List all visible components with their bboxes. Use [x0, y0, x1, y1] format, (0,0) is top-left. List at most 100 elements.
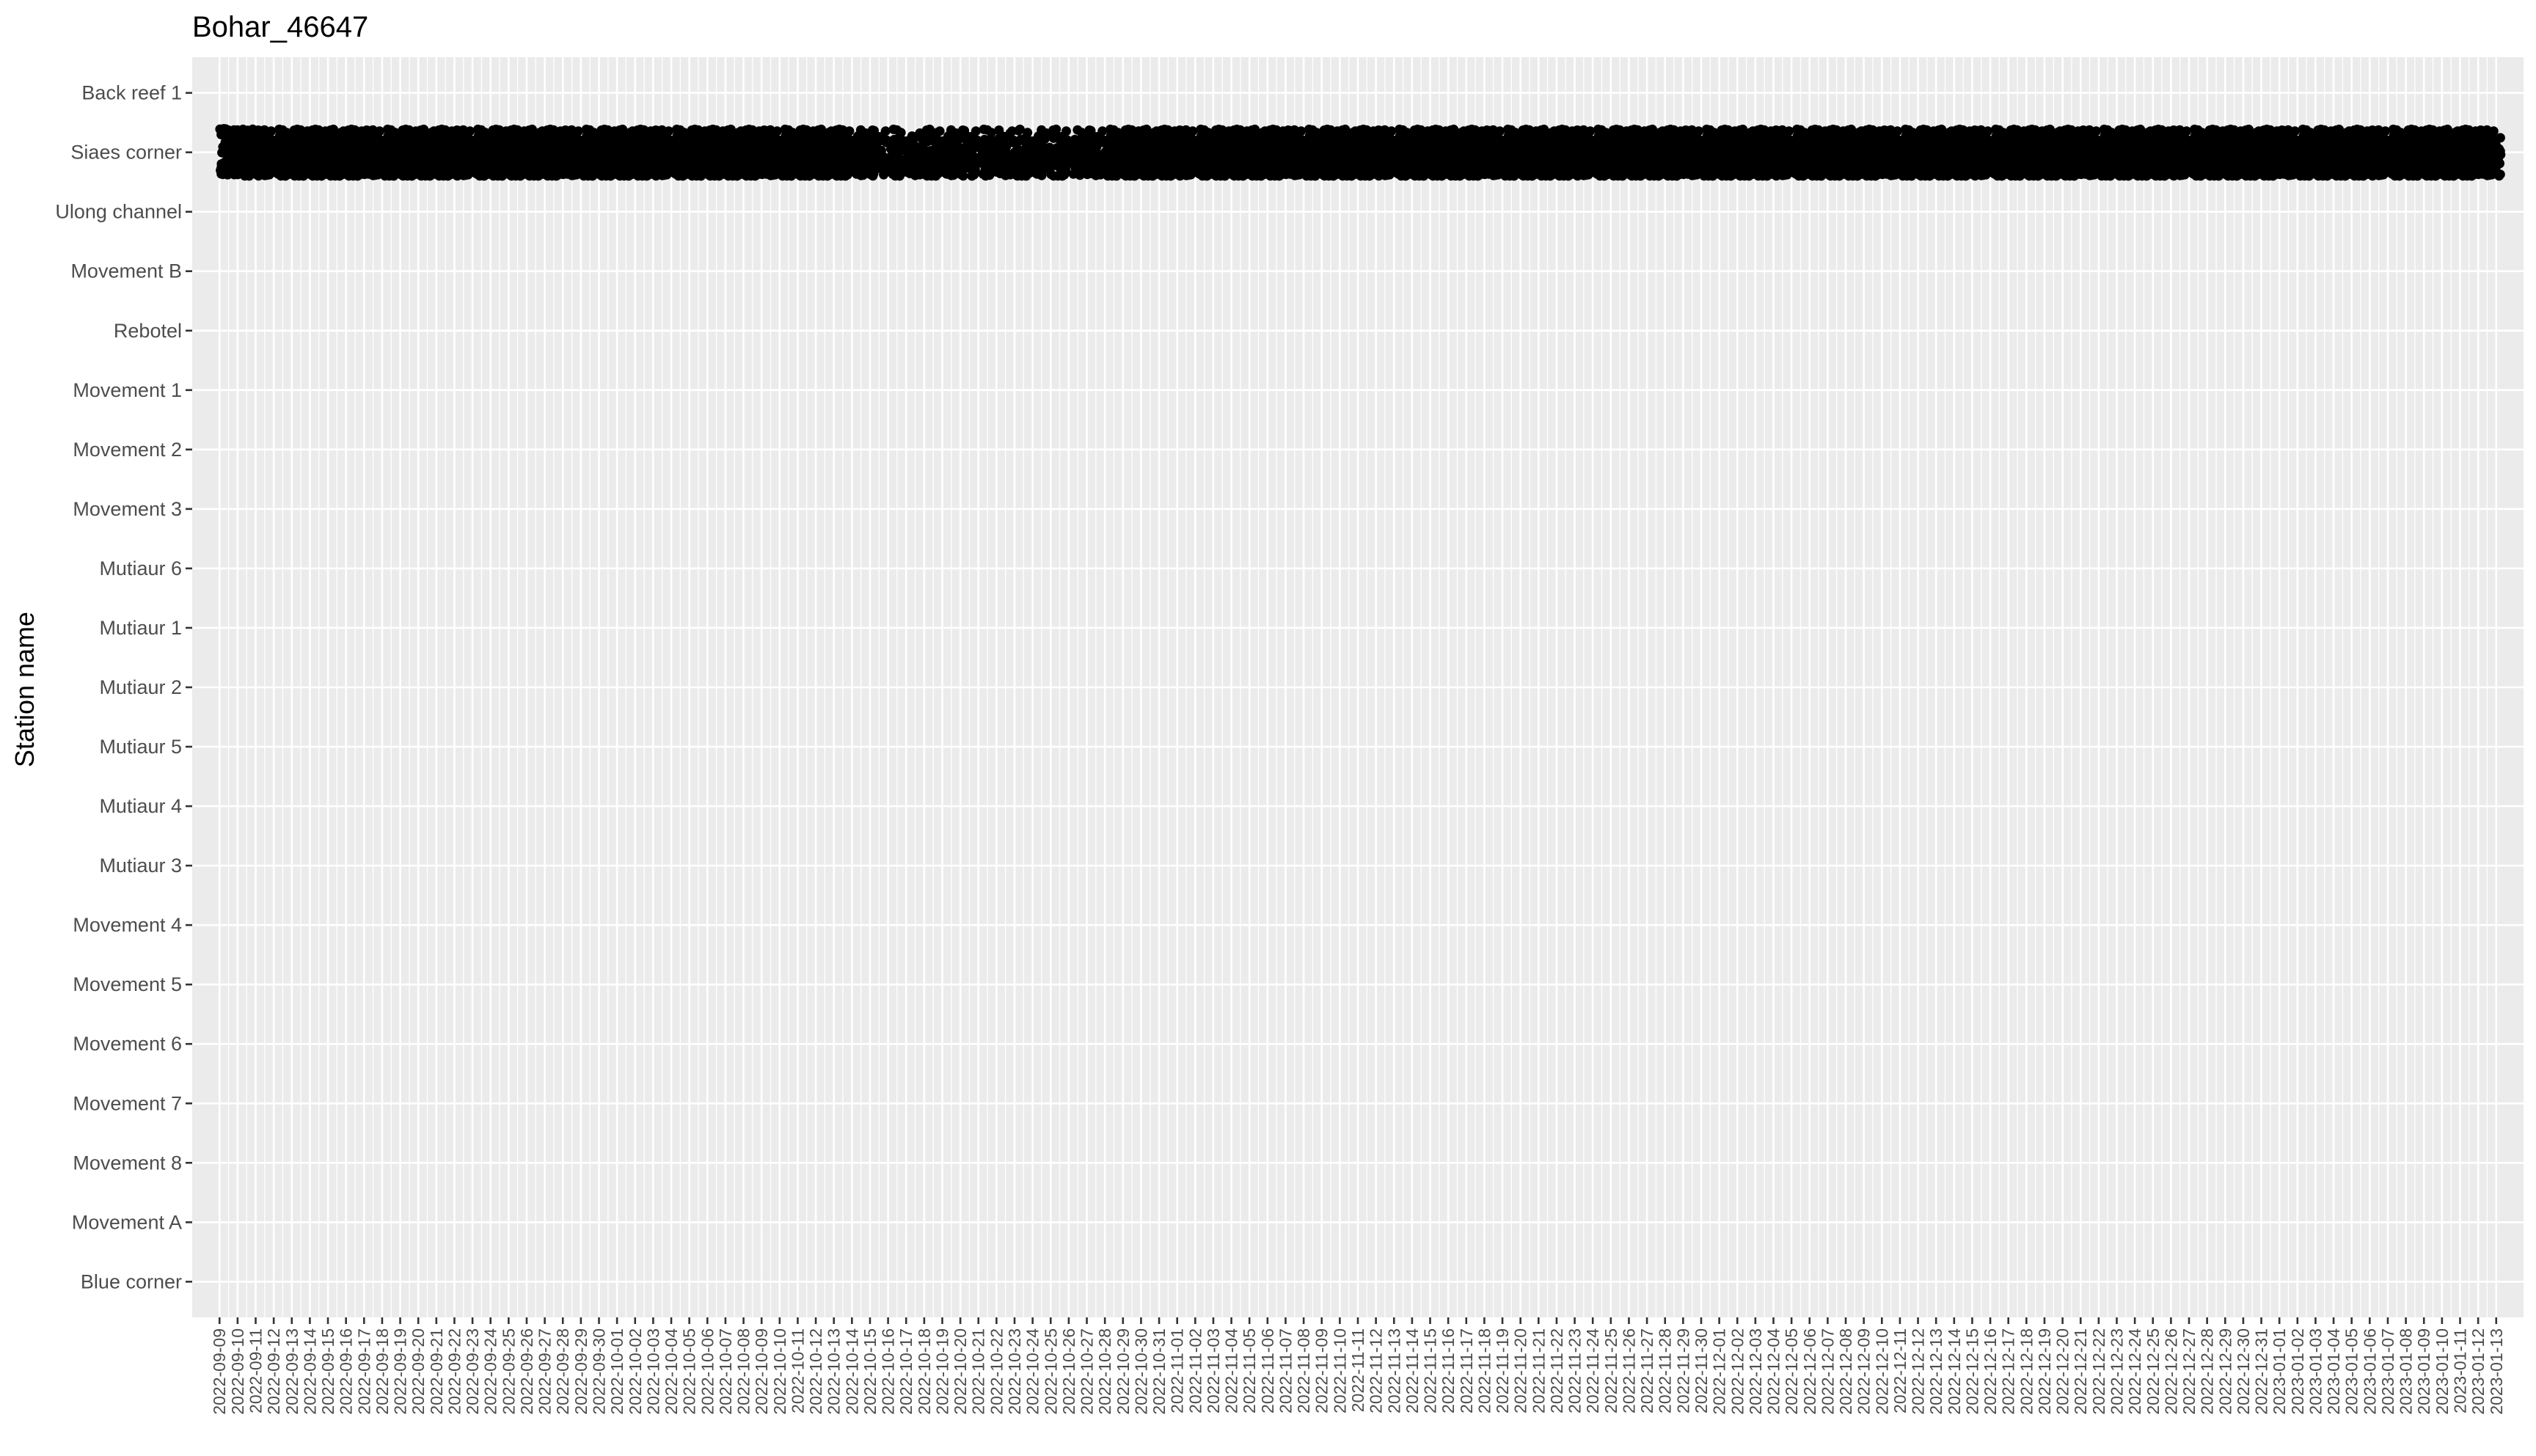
detection-point: [288, 136, 298, 146]
detection-point: [383, 151, 393, 161]
detection-point: [1229, 139, 1239, 150]
detection-point: [401, 152, 412, 162]
detection-point: [506, 139, 516, 150]
detection-point: [266, 126, 277, 136]
detection-point: [1023, 128, 1033, 138]
detection-point: [852, 131, 863, 142]
detection-point: [346, 124, 357, 134]
detection-point: [795, 139, 805, 150]
detection-point: [1174, 156, 1185, 167]
detection-point: [967, 133, 976, 143]
detection-point: [1108, 163, 1118, 173]
detection-point: [1108, 132, 1119, 142]
detection-point: [767, 136, 777, 146]
detection-point: [1229, 150, 1240, 161]
detection-point: [333, 152, 343, 162]
detection-point: [562, 125, 572, 136]
detection-point: [745, 171, 756, 181]
detection-point: [275, 156, 285, 167]
detection-point: [705, 139, 715, 150]
detection-point: [507, 150, 517, 161]
detection-point: [1218, 142, 1228, 152]
detection-point: [547, 171, 557, 181]
detection-point: [1086, 125, 1096, 136]
detection-point: [816, 138, 826, 148]
detection-point: [841, 128, 852, 138]
detection-point: [1051, 124, 1061, 134]
detection-point: [585, 132, 595, 142]
detection-point: [1124, 164, 1133, 175]
detection-point: [783, 132, 794, 142]
detection-point: [453, 125, 464, 136]
detection-point: [888, 169, 898, 179]
detection-point: [840, 147, 849, 157]
detection-point: [867, 156, 877, 167]
detection-point: [307, 139, 318, 150]
detection-point: [1158, 136, 1168, 147]
detection-point: [1121, 139, 1131, 150]
detection-point: [1034, 138, 1045, 148]
detection-point: [246, 128, 255, 138]
detection-point: [329, 124, 338, 134]
detection-point: [348, 171, 358, 181]
detection-point: [913, 131, 923, 142]
detection-point: [280, 131, 290, 142]
chart-title: Bohar_46647: [192, 11, 368, 43]
detection-point: [1235, 125, 1246, 135]
detection-point: [398, 139, 408, 150]
detection-point: [386, 132, 396, 142]
detection-point: [224, 142, 234, 153]
detection-point: [618, 138, 628, 148]
detection-point: [508, 169, 519, 179]
detection-point: [833, 136, 842, 147]
detection-point: [326, 136, 337, 147]
detection-point: [938, 136, 949, 146]
detection-point: [1052, 150, 1061, 160]
detection-point: [711, 125, 721, 135]
detection-point: [799, 152, 809, 162]
detection-point: [783, 163, 792, 173]
detection-point: [960, 125, 970, 136]
detection-point: [236, 136, 246, 147]
detection-point: [888, 152, 898, 162]
detection-point: [584, 163, 594, 173]
detection-point: [1106, 151, 1116, 161]
detection-point: [976, 150, 987, 161]
detection-point: [313, 125, 324, 135]
detection-point: [1268, 150, 1279, 160]
detection-point: [489, 169, 500, 178]
detection-point: [978, 169, 988, 179]
data-points: [215, 124, 2506, 181]
detection-point: [363, 125, 373, 136]
detection-point: [1082, 169, 1092, 180]
detection-point: [347, 150, 357, 160]
detection-point: [568, 136, 578, 146]
detection-point: [546, 150, 556, 160]
detection-point: [265, 169, 275, 178]
detection-point: [651, 156, 660, 167]
detection-point: [967, 171, 977, 181]
detection-point: [226, 133, 236, 144]
detection-point: [932, 128, 942, 138]
detection-point: [982, 125, 993, 135]
y-major-gridlines: [192, 92, 2524, 1283]
detection-point: [744, 124, 754, 134]
detection-point: [308, 150, 318, 161]
detection-point: [238, 124, 248, 134]
detection-point: [435, 136, 445, 147]
detection-point: [926, 164, 936, 175]
detection-point: [958, 171, 968, 181]
detection-point: [1212, 169, 1222, 178]
detection-point: [1020, 170, 1031, 180]
detection-point: [558, 169, 569, 180]
detection-point: [960, 146, 970, 156]
detection-point: [1092, 136, 1102, 146]
detection-point: [262, 145, 272, 156]
detection-point: [567, 163, 577, 173]
detection-point: [1141, 138, 1152, 148]
detection-point: [941, 169, 951, 178]
detection-point: [219, 124, 229, 134]
detection-point: [334, 170, 344, 180]
detection-point: [509, 159, 519, 169]
